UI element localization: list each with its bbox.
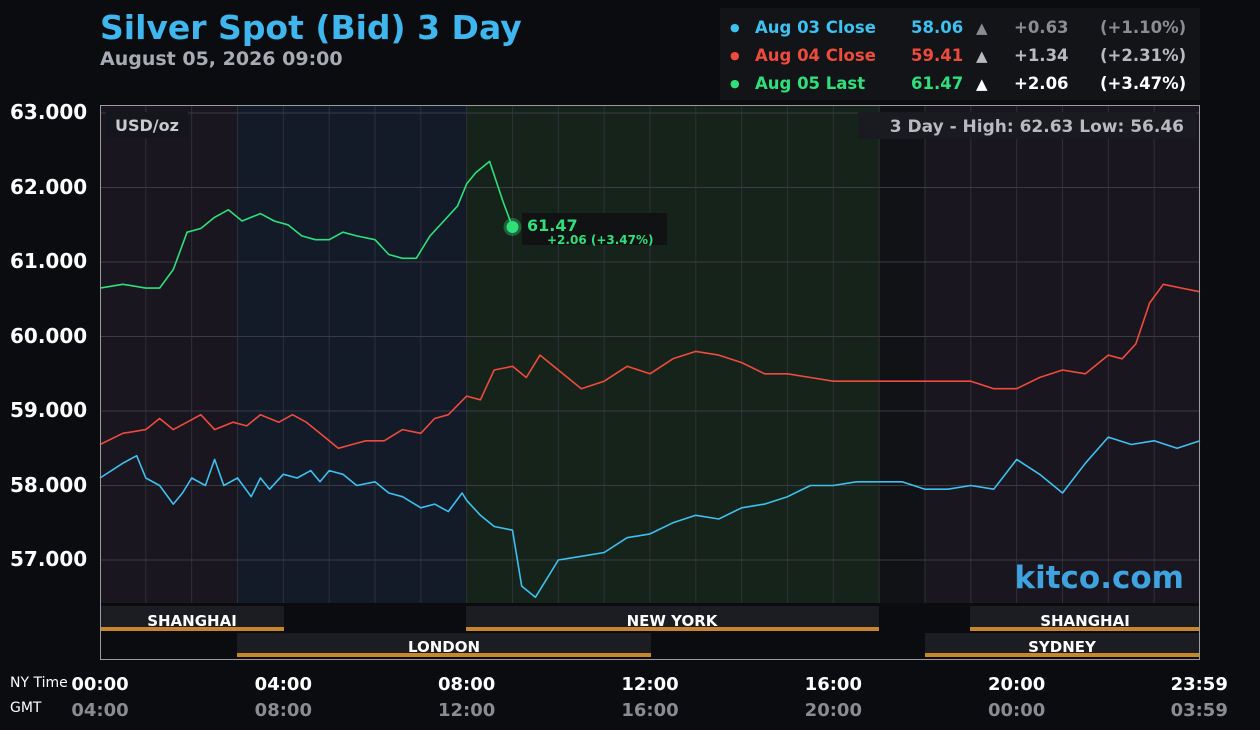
- x-tick-label-gmt: 04:00: [71, 700, 129, 721]
- ny-time-label: NY Time: [10, 675, 68, 691]
- series-line-aug04: [99, 283, 1201, 450]
- session-sydney-bar: [925, 653, 1200, 657]
- up-arrow-icon: ▲: [976, 47, 988, 65]
- session-newyork-label: NEW YORK: [627, 612, 719, 630]
- legend-row-aug04: ● Aug 04 Close 59.41 ▲ +1.34 (+2.31%): [720, 43, 1200, 69]
- session-shanghai: [100, 606, 284, 630]
- x-tick-label-ny: 12:00: [621, 674, 679, 695]
- bullet-icon: ●: [730, 21, 740, 34]
- x-tick-label-gmt: 12:00: [438, 700, 496, 721]
- hilo-box: [858, 112, 1196, 139]
- legend-percent: (+1.10%): [1100, 18, 1187, 37]
- x-tick-label-ny: 23:59: [1170, 674, 1228, 695]
- series-line-aug05: [99, 160, 514, 289]
- units-label: USD/oz: [115, 116, 179, 135]
- kitco-watermark: kitco.com: [1015, 560, 1185, 596]
- legend-row-aug05: ● Aug 05 Last 61.47 ▲ +2.06 (+3.47%): [720, 71, 1200, 97]
- y-tick-label: 61.000: [10, 249, 88, 273]
- legend-percent: (+2.31%): [1100, 46, 1187, 65]
- session-shanghai-2: [970, 606, 1200, 630]
- series-lines: [99, 160, 1201, 599]
- legend-change: +1.34: [1014, 46, 1069, 65]
- x-tick-label-ny: 16:00: [804, 674, 862, 695]
- band-newyork: [466, 105, 879, 603]
- y-tick-label: 57.000: [10, 547, 88, 571]
- plot-frame: [100, 105, 1200, 660]
- up-arrow-icon: ▲: [976, 75, 988, 93]
- legend-name: Aug 03 Close: [755, 18, 876, 37]
- last-price-value: 61.47: [527, 216, 578, 235]
- band-asia: [100, 105, 237, 603]
- x-tick-label-ny: 04:00: [254, 674, 312, 695]
- x-tick-label-gmt: 00:00: [988, 700, 1046, 721]
- bullet-icon: ●: [730, 77, 740, 90]
- legend-value: 58.06: [911, 18, 964, 37]
- legend-change: +2.06: [1014, 74, 1069, 93]
- last-price-marker: 61.47 +2.06 (+3.47%): [503, 213, 667, 247]
- x-tick-label-gmt: 16:00: [621, 700, 679, 721]
- session-newyork-bar: [466, 627, 879, 631]
- x-tick-label-gmt: 03:59: [1170, 700, 1228, 721]
- legend-value: 61.47: [911, 74, 964, 93]
- band-europe: [237, 105, 466, 603]
- session-sydney-label: SYDNEY: [1028, 638, 1097, 656]
- session-newyork: [466, 606, 879, 630]
- chart-timestamp: August 05, 2026 09:00: [100, 48, 343, 70]
- y-tick-label: 63.000: [10, 100, 88, 124]
- session-london-bar: [237, 653, 651, 657]
- x-tick-label-gmt: 08:00: [254, 700, 312, 721]
- legend-row-aug03: ● Aug 03 Close 58.06 ▲ +0.63 (+1.10%): [720, 15, 1200, 41]
- session-london-label: LONDON: [408, 638, 480, 656]
- units-box: [106, 112, 188, 138]
- x-tick-label-ny: 00:00: [71, 674, 129, 695]
- band-closed: [879, 105, 925, 603]
- legend-percent: (+3.47%): [1100, 74, 1187, 93]
- last-price-dot: [506, 220, 519, 233]
- session-shanghai-2-bar: [970, 627, 1200, 631]
- x-tick-label-ny: 08:00: [438, 674, 496, 695]
- y-tick-label: 62.000: [10, 174, 88, 199]
- y-tick-label: 59.000: [10, 398, 88, 422]
- legend-change: +0.63: [1014, 18, 1069, 37]
- legend-value: 59.41: [911, 46, 964, 65]
- y-tick-label: 60.000: [10, 323, 88, 348]
- chart-title: Silver Spot (Bid) 3 Day: [100, 8, 522, 47]
- series-line-aug03: [99, 436, 1201, 599]
- session-shanghai-bar: [100, 627, 284, 631]
- last-price-change: +2.06 (+3.47%): [547, 233, 654, 247]
- hilo-label: 3 Day - High: 62.63 Low: 56.46: [890, 117, 1184, 137]
- x-tick-label-ny: 20:00: [988, 674, 1046, 695]
- last-price-box: [522, 213, 667, 245]
- session-shanghai-label: SHANGHAI: [147, 612, 237, 630]
- gmt-label: GMT: [10, 700, 42, 716]
- up-arrow-icon: ▲: [976, 19, 988, 37]
- x-tick-label-gmt: 20:00: [804, 700, 862, 721]
- y-tick-label: 58.000: [10, 472, 88, 497]
- legend-name: Aug 04 Close: [755, 46, 876, 65]
- legend-name: Aug 05 Last: [755, 74, 866, 93]
- session-shanghai-2-label: SHANGHAI: [1040, 612, 1130, 630]
- legend: ● Aug 03 Close 58.06 ▲ +0.63 (+1.10%) ● …: [720, 8, 1200, 100]
- bullet-icon: ●: [730, 49, 740, 62]
